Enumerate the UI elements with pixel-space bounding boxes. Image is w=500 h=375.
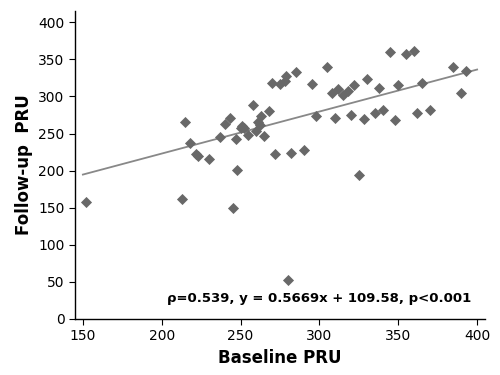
Point bbox=[410, 48, 418, 54]
Point bbox=[186, 140, 194, 146]
Point bbox=[244, 132, 252, 138]
Point bbox=[378, 107, 386, 113]
Point bbox=[376, 85, 384, 91]
Point bbox=[300, 147, 308, 153]
Point bbox=[276, 81, 284, 87]
Point bbox=[254, 119, 262, 125]
Point bbox=[268, 80, 276, 86]
Point bbox=[82, 199, 90, 205]
Point bbox=[252, 128, 260, 134]
Point bbox=[216, 134, 224, 140]
Point bbox=[312, 113, 320, 119]
Point bbox=[331, 115, 339, 121]
Point bbox=[334, 86, 342, 92]
Point bbox=[386, 49, 394, 55]
Point bbox=[370, 110, 378, 116]
Point bbox=[413, 110, 421, 116]
Point bbox=[221, 121, 229, 127]
Point bbox=[426, 107, 434, 113]
Point bbox=[260, 133, 268, 139]
Point bbox=[347, 112, 355, 118]
Point bbox=[232, 136, 240, 142]
Point bbox=[458, 90, 466, 96]
Point bbox=[394, 82, 402, 88]
Point bbox=[234, 167, 241, 173]
Point bbox=[402, 51, 410, 57]
Point bbox=[360, 116, 368, 122]
Point bbox=[238, 123, 246, 129]
Point bbox=[355, 172, 363, 178]
Point bbox=[287, 150, 295, 156]
Point bbox=[226, 115, 234, 121]
Point bbox=[339, 92, 347, 98]
Point bbox=[257, 114, 265, 120]
Point bbox=[236, 124, 244, 130]
Point bbox=[418, 80, 426, 86]
Point bbox=[344, 87, 352, 93]
Point bbox=[256, 122, 264, 128]
Point bbox=[391, 117, 399, 123]
Point bbox=[182, 119, 190, 125]
Point bbox=[450, 64, 458, 70]
Point bbox=[328, 90, 336, 96]
Point bbox=[308, 81, 316, 87]
Point bbox=[272, 151, 280, 157]
Point bbox=[249, 102, 257, 108]
Point bbox=[282, 73, 290, 79]
Y-axis label: Follow-up  PRU: Follow-up PRU bbox=[14, 94, 32, 236]
Point bbox=[284, 277, 292, 283]
Text: ρ=0.539, y = 0.5669x + 109.58, p<0.001: ρ=0.539, y = 0.5669x + 109.58, p<0.001 bbox=[168, 292, 471, 305]
Point bbox=[205, 156, 213, 162]
Point bbox=[178, 196, 186, 202]
Point bbox=[292, 69, 300, 75]
Point bbox=[280, 78, 288, 84]
Point bbox=[192, 151, 200, 157]
Point bbox=[362, 76, 370, 82]
X-axis label: Baseline PRU: Baseline PRU bbox=[218, 349, 342, 367]
Point bbox=[350, 82, 358, 88]
Point bbox=[240, 125, 248, 131]
Point bbox=[228, 206, 236, 212]
Point bbox=[194, 153, 202, 159]
Point bbox=[462, 68, 470, 74]
Point bbox=[265, 108, 273, 114]
Point bbox=[324, 64, 332, 70]
